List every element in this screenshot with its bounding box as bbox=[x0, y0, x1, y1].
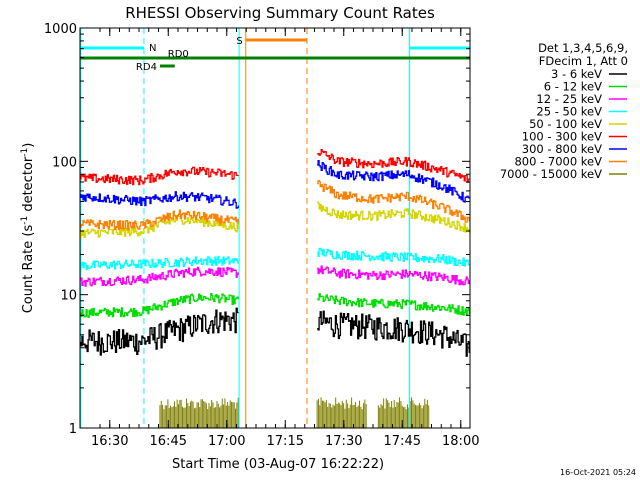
series-line bbox=[317, 160, 470, 203]
series-line bbox=[80, 209, 239, 231]
chart-title: RHESSI Observing Summary Count Rates bbox=[125, 4, 435, 22]
olive-series-bars bbox=[159, 397, 430, 428]
x-tick-label: 17:45 bbox=[384, 434, 421, 449]
legend-entry-label: 100 - 300 keV bbox=[522, 130, 602, 144]
axis-ticks: 16:30 16:45 17:00 17:15 17:30 17:45 18:00 1 10 10… bbox=[44, 22, 480, 449]
series-lines bbox=[80, 149, 470, 357]
series-line bbox=[317, 265, 470, 286]
legend-entry-label: 6 - 12 keV bbox=[544, 80, 602, 94]
x-tick-label: 18:00 bbox=[442, 434, 479, 449]
x-tick-label: 17:00 bbox=[208, 434, 245, 449]
series-line bbox=[80, 166, 239, 186]
plot-frame bbox=[79, 27, 471, 429]
legend-entry-label: 7000 - 15000 keV bbox=[500, 167, 602, 181]
x-tick-label: 17:30 bbox=[325, 434, 362, 449]
series-line bbox=[317, 180, 470, 223]
legend-entry-label: 50 - 100 keV bbox=[529, 117, 602, 131]
legend-header-1: Det 1,3,4,5,6,9, bbox=[538, 41, 628, 55]
legend-header-2: FDecim 1, Att 0 bbox=[539, 54, 628, 68]
y-axis-label: Count Rate (s-1 detector-1) bbox=[20, 143, 36, 314]
series-line bbox=[317, 310, 470, 357]
flag-bars: N S RD0 RD4 bbox=[80, 36, 470, 73]
x-tick-label: 16:45 bbox=[150, 434, 187, 449]
y-tick-label: 10 bbox=[60, 289, 77, 304]
y-tick-label: 1000 bbox=[44, 22, 77, 37]
y-tick-label: 1 bbox=[69, 422, 77, 437]
flag-label: S bbox=[236, 36, 242, 47]
series-line bbox=[80, 266, 239, 287]
legend-entry-label: 300 - 800 keV bbox=[522, 142, 602, 156]
series-line bbox=[317, 247, 470, 267]
legend-entry-label: 25 - 50 keV bbox=[536, 105, 602, 119]
legend: Det 1,3,4,5,6,9, FDecim 1, Att 0 3 - 6 k… bbox=[500, 41, 628, 181]
legend-entry-label: 3 - 6 keV bbox=[551, 67, 602, 81]
flag-label: RD0 bbox=[168, 49, 189, 60]
series-line bbox=[80, 191, 239, 209]
y-tick-label: 100 bbox=[52, 155, 77, 170]
flag-label: RD4 bbox=[136, 62, 157, 73]
series-line bbox=[80, 293, 239, 319]
flag-label: N bbox=[149, 43, 156, 54]
legend-entry-label: 800 - 7000 keV bbox=[514, 155, 602, 169]
series-line bbox=[317, 149, 470, 183]
timestamp: 16-Oct-2021 05:24 bbox=[560, 468, 636, 477]
series-line bbox=[80, 255, 239, 271]
series-line bbox=[317, 201, 470, 233]
x-tick-label: 16:30 bbox=[91, 434, 128, 449]
series-line bbox=[80, 307, 239, 356]
legend-entry-label: 12 - 25 keV bbox=[536, 92, 602, 106]
x-axis-label: Start Time (03-Aug-07 16:22:22) bbox=[172, 457, 384, 472]
x-tick-label: 17:15 bbox=[267, 434, 304, 449]
series-line bbox=[317, 293, 470, 316]
series-line bbox=[80, 214, 239, 239]
